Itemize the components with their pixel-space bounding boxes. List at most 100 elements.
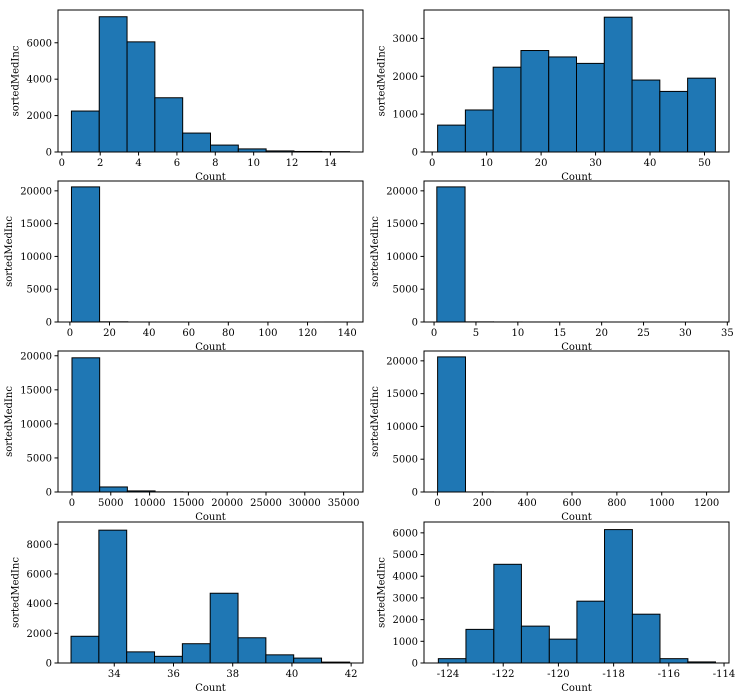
histogram-bar [265, 654, 295, 664]
y-tick-label: 0 [46, 488, 52, 499]
y-tick-label: 5000 [393, 455, 418, 466]
y-tick-label: 8000 [27, 540, 52, 551]
axes-frame [57, 180, 364, 323]
x-tick-label: -120 [547, 669, 569, 680]
y-tick-label: 5000 [393, 285, 418, 296]
x-tick-label: 10 [480, 158, 493, 169]
x-tick-label: 12 [286, 158, 299, 169]
histogram-bar [576, 600, 606, 664]
x-tick-label: 10000 [134, 498, 166, 509]
y-tick-label: 2000 [27, 111, 52, 122]
axes-frame [423, 180, 730, 323]
x-tick-label: 2 [97, 158, 103, 169]
x-tick-label: 14 [324, 158, 337, 169]
histogram-bar [126, 651, 156, 664]
y-tick-label: 20000 [386, 356, 418, 367]
histogram-bar [126, 41, 156, 153]
x-tick-label: 0 [69, 498, 75, 509]
histogram-bar [98, 529, 128, 664]
x-axis-label: Count [195, 512, 226, 523]
y-tick-label: 0 [46, 659, 52, 670]
histogram-bar [465, 628, 495, 664]
x-tick-label: 0 [429, 158, 435, 169]
histogram-bar [99, 486, 128, 493]
histogram-bar [659, 658, 689, 664]
y-tick-label: 3000 [393, 34, 418, 45]
histogram-bar [604, 529, 633, 664]
y-tick-label: 1000 [393, 110, 418, 121]
y-tick-label: 5000 [27, 285, 52, 296]
y-axis-label: sortedMedInc [10, 45, 21, 116]
histogram-bar [181, 643, 211, 664]
y-tick-label: 20000 [386, 186, 418, 197]
x-tick-label: 4 [135, 158, 141, 169]
subplot-8: -124 -122 -120 -118 -116 -114 0 1000 2000 3000 400… [376, 521, 735, 694]
y-tick-label: 0 [412, 148, 418, 159]
histogram-bar [210, 144, 239, 153]
y-tick-label: 2000 [393, 72, 418, 83]
y-tick-label: 0 [412, 488, 418, 499]
x-axis-label: Count [561, 172, 592, 183]
y-axis-label: sortedMedInc [370, 216, 381, 287]
subplot-1: 0 2 4 6 8 10 12 14 0 2000 4000 6000 Count sortedMedIn… [10, 9, 364, 183]
x-tick-label: 8 [212, 158, 218, 169]
x-tick-label: -114 [713, 669, 735, 680]
y-tick-label: 2000 [27, 629, 52, 640]
histogram-bar [548, 56, 577, 153]
axes-frame [423, 9, 730, 153]
y-tick-label: 15000 [20, 219, 52, 230]
y-tick-label: 0 [412, 659, 418, 670]
histogram-bar [687, 77, 716, 153]
x-tick-label: 140 [338, 328, 357, 339]
axes-frame [57, 350, 364, 493]
x-tick-label: 0 [431, 328, 437, 339]
x-tick-label: 800 [607, 498, 626, 509]
histogram-bar [237, 637, 267, 664]
x-tick-label: 80 [222, 328, 235, 339]
y-tick-label: 1000 [393, 637, 418, 648]
x-tick-label: 36 [167, 669, 180, 680]
y-tick-label: 10000 [386, 422, 418, 433]
subplot-4: 0 5 10 15 20 25 30 35 0 5000 10000 15000 20000 Count s… [370, 180, 734, 353]
x-axis-label: Count [195, 172, 226, 183]
y-tick-label: 10000 [20, 419, 52, 430]
x-tick-label: 0 [59, 158, 65, 169]
histogram-bar [209, 592, 239, 664]
axes-frame [57, 9, 364, 153]
y-tick-label: 4000 [27, 599, 52, 610]
subplot-3: 0 20 40 60 80 100 120 140 0 5000 10000 15000 20000 Co… [4, 180, 364, 353]
x-tick-label: 30 [679, 328, 692, 339]
x-tick-label: 400 [518, 498, 537, 509]
x-tick-label: 0 [67, 328, 73, 339]
y-axis-label: sortedMedInc [10, 557, 21, 628]
x-axis-label: Count [561, 342, 592, 353]
histogram-bar [437, 658, 467, 664]
histogram-bar [659, 90, 689, 153]
x-tick-label: 60 [182, 328, 195, 339]
x-tick-label: 40 [644, 158, 657, 169]
histogram-bar [293, 657, 323, 664]
histogram-bar [436, 186, 466, 323]
x-tick-label: -116 [658, 669, 680, 680]
x-tick-label: 25 [637, 328, 650, 339]
x-tick-label: 6 [174, 158, 180, 169]
x-axis-label: Count [561, 512, 592, 523]
histogram-bar [437, 124, 466, 153]
histogram-bar [182, 132, 212, 153]
y-tick-label: 15000 [20, 385, 52, 396]
y-axis-label: sortedMedInc [376, 557, 387, 628]
histogram-bar [154, 655, 183, 664]
x-tick-label: 0 [434, 498, 440, 509]
y-tick-label: 4000 [393, 572, 418, 583]
histogram-bar [492, 66, 522, 153]
x-tick-label: 1200 [694, 498, 719, 509]
histogram-bar [603, 16, 633, 153]
x-tick-label: 30 [589, 158, 602, 169]
histogram-bar [520, 625, 550, 664]
y-tick-label: 2000 [393, 615, 418, 626]
y-tick-label: 4000 [27, 75, 52, 86]
x-tick-label: 40 [143, 328, 156, 339]
histogram-bar [70, 110, 100, 153]
subplot-5: 0 5000 10000 15000 20000 25000 30000 35000 0 5000… [4, 350, 364, 523]
